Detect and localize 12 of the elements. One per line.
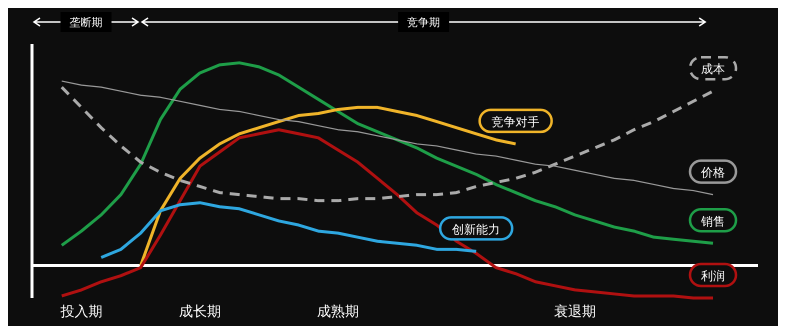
x-tick-label: 衰退期 — [554, 304, 596, 320]
series-label: 竞争对手 — [492, 114, 540, 129]
x-tick-label: 成熟期 — [317, 304, 360, 320]
series-label: 销售 — [700, 214, 725, 228]
series-label: 创新能力 — [452, 222, 500, 236]
series-label: 成本 — [701, 62, 725, 76]
x-tick-label: 成长期 — [178, 304, 221, 320]
text: 竞争期 — [407, 16, 440, 29]
text: 垄断期 — [70, 16, 103, 29]
x-tick-label: 投入期 — [59, 304, 102, 320]
series-label: 价格 — [700, 166, 725, 180]
series-label: 利润 — [701, 269, 725, 283]
